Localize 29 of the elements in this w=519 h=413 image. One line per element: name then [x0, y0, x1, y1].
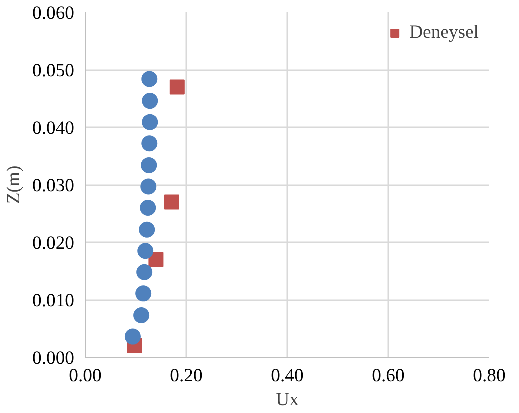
point — [138, 243, 154, 260]
point — [134, 308, 150, 324]
x-axis-title: Ux — [276, 390, 300, 410]
y-tick-label: 0.020 — [32, 233, 75, 254]
point — [140, 200, 156, 216]
y-tick-label: 0.050 — [32, 60, 75, 82]
point — [139, 222, 156, 238]
point — [141, 157, 158, 174]
x-tick-label: 0.20 — [170, 366, 203, 386]
point — [142, 93, 158, 110]
point — [142, 114, 158, 130]
x-tick-label: 0.60 — [372, 366, 405, 386]
point — [142, 71, 158, 88]
legend-label: Deneysel — [410, 22, 479, 44]
point — [148, 252, 164, 268]
point — [164, 194, 180, 210]
x-tick-label: 0.40 — [271, 366, 304, 386]
y-tick-label: 0.040 — [32, 118, 75, 139]
point — [136, 264, 153, 280]
point — [142, 136, 158, 152]
y-axis-title: Z(m) — [4, 166, 25, 204]
y-tick-label: 0.030 — [32, 176, 75, 196]
point — [140, 178, 157, 195]
y-tick-label: 0.010 — [32, 290, 75, 312]
x-tick-label: 0.80 — [473, 366, 506, 386]
point — [136, 286, 152, 302]
point — [170, 80, 185, 95]
y-tick-label: 0.060 — [32, 3, 75, 24]
point — [124, 328, 141, 345]
